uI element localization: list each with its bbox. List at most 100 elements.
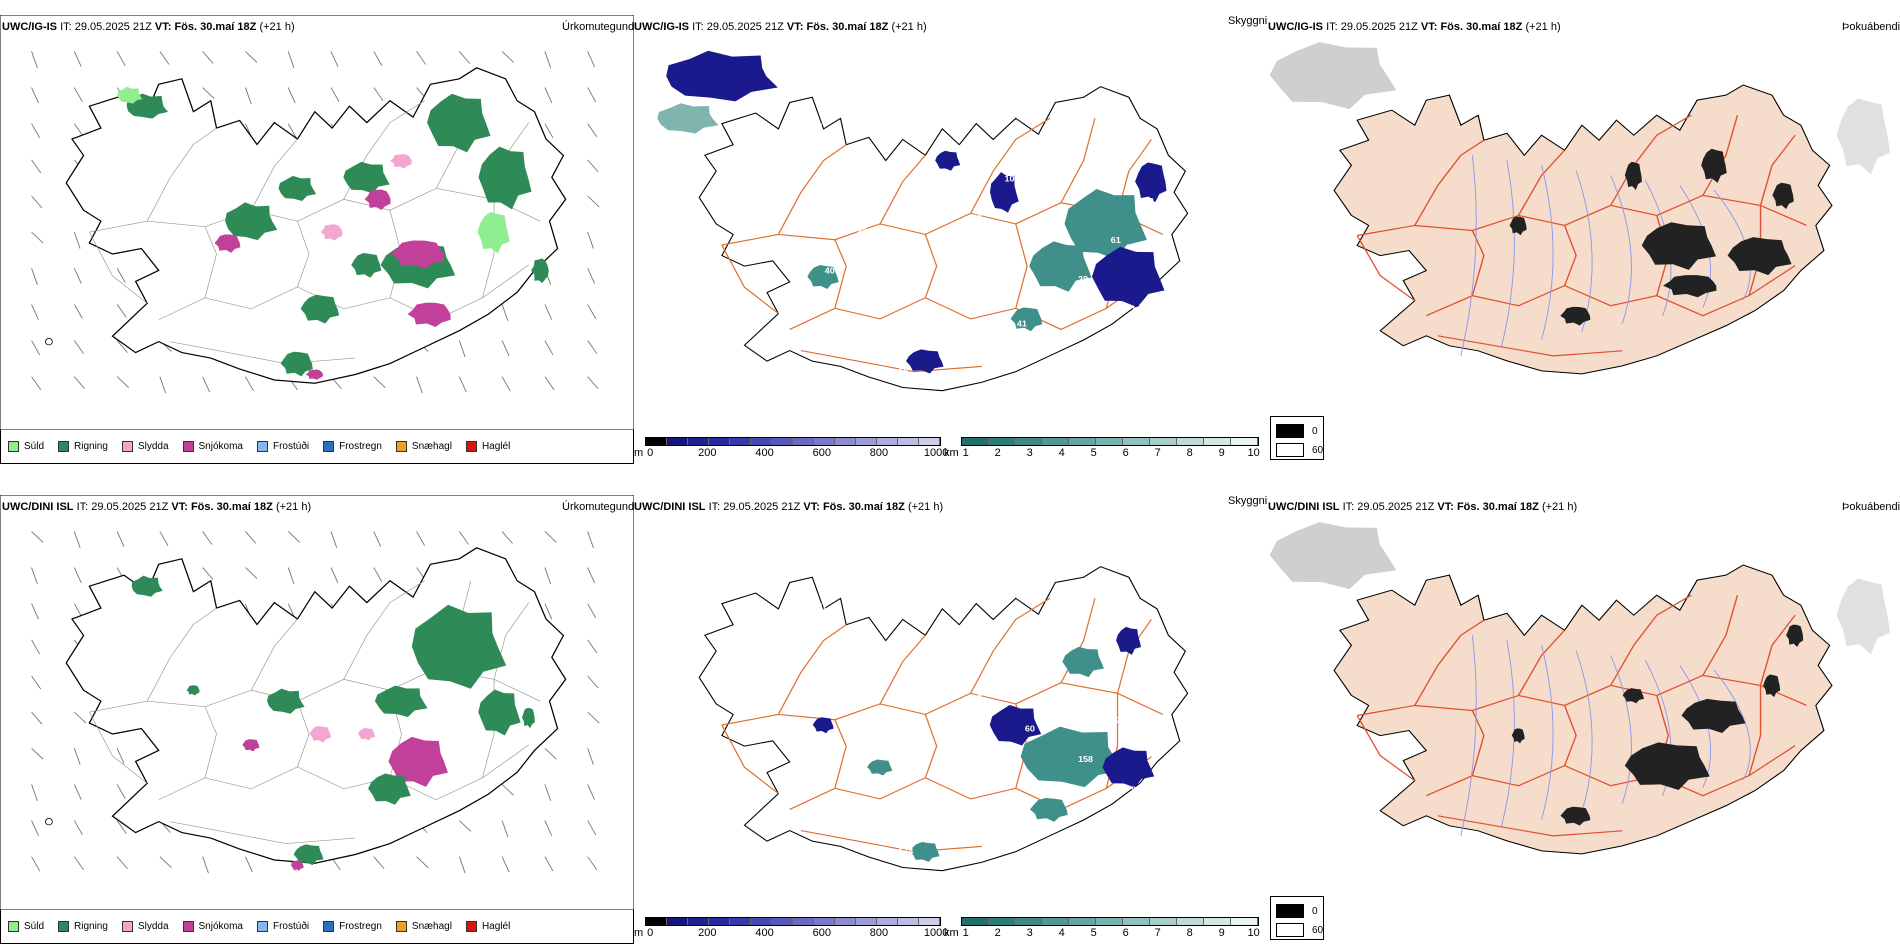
row-1: UWC/IG-IS IT: 29.05.2025 21Z VT: Fös. 30… — [0, 0, 1900, 470]
cloud-height-label: 10 — [1131, 305, 1141, 315]
cloud-height-label: 76 — [964, 288, 974, 298]
wind-barb — [116, 820, 127, 834]
wind-barb — [159, 51, 170, 65]
colorbar-tick: 800 — [869, 447, 889, 459]
precip-area — [320, 224, 343, 241]
colorbar-segment — [919, 438, 941, 445]
legend-label: Frostregn — [339, 441, 382, 452]
legend-swatch — [256, 441, 268, 452]
wind-barb — [587, 531, 594, 548]
colorbar-tick: 1000 — [923, 447, 949, 459]
fog-legend-item: 0 — [1276, 424, 1318, 438]
legend-label: Snæhagl — [411, 441, 452, 452]
precip-map-2 — [0, 495, 634, 910]
wind-barb — [544, 820, 553, 837]
colorbar-segment — [835, 918, 857, 925]
colorbar-tick: 5 — [1090, 927, 1097, 939]
road-line — [1437, 815, 1623, 837]
legend-item: Frostregn — [323, 441, 382, 452]
calm-circle — [45, 817, 53, 826]
road-line — [1517, 149, 1566, 216]
vis-area — [657, 103, 719, 134]
it-value: 29.05.2025 21Z — [1340, 21, 1418, 33]
wind-barb — [587, 711, 600, 724]
header-clouds-2: UWC/DINI ISL IT: 29.05.2025 21Z VT: Fös.… — [634, 501, 943, 514]
road-line — [1414, 619, 1485, 706]
colorbar-tick: 4 — [1058, 447, 1065, 459]
colorbar-tick: 8 — [1186, 927, 1193, 939]
road-line — [1356, 715, 1416, 782]
cloud-height-label: 150 — [1004, 654, 1019, 664]
precip-area — [293, 844, 324, 866]
colorbar-tick: 200 — [698, 927, 717, 939]
colorbar-tick: 10 — [1247, 927, 1260, 939]
legend-label: Súld — [24, 441, 45, 452]
wind-barb — [416, 376, 423, 394]
wind-barb — [31, 675, 42, 690]
vt-value: Fös. 30.maí 18Z — [190, 501, 273, 513]
wind-barb — [73, 376, 86, 390]
cloud-height-label: 40 — [825, 266, 835, 276]
colorbar-boxes — [645, 437, 942, 446]
wind-barb — [202, 531, 213, 545]
colorbar-segment — [919, 918, 941, 925]
cloud-height-label: 330 — [878, 776, 893, 786]
road-line — [789, 276, 1152, 331]
wind-barb — [587, 123, 598, 138]
it-label: IT: — [1342, 501, 1355, 513]
colorbar-segment — [1042, 438, 1070, 445]
colorbar-segment — [1069, 438, 1097, 445]
wind-barb — [544, 87, 553, 104]
precip-area — [117, 86, 143, 104]
colorbar-tick: 0 — [647, 447, 654, 459]
wind-barb — [501, 784, 514, 796]
road-line — [789, 756, 1152, 811]
colorbar-unit: m — [634, 927, 644, 939]
legend-label: Rigning — [74, 441, 108, 452]
road-line — [1610, 114, 1692, 206]
colorbar-tick: 4 — [1058, 927, 1065, 939]
colorbar-segment — [961, 438, 989, 445]
cloud-height-label: 42 — [931, 327, 941, 337]
wind-barb — [116, 51, 126, 66]
cloud-height-label: 61 — [1058, 205, 1068, 215]
wind-barb — [73, 304, 83, 319]
wind-barb — [501, 304, 509, 321]
wind-barb — [373, 51, 383, 66]
wind-barb — [31, 856, 41, 872]
wind-barb — [587, 304, 597, 319]
it-label: IT: — [692, 21, 704, 33]
lead-time: (+21 h) — [907, 501, 944, 513]
precip-area — [390, 240, 445, 269]
precip-area — [351, 253, 382, 278]
colorbar-segment — [988, 918, 1016, 925]
cloud-height-label: 16 — [845, 335, 855, 345]
fog-area — [1786, 624, 1804, 648]
colorbar-segment — [898, 438, 920, 445]
cloud-height-label: 33 — [1090, 166, 1100, 176]
cloud-height-label: 44 — [919, 662, 929, 672]
wind-barb — [31, 268, 38, 285]
fog-area — [1560, 306, 1591, 326]
colorbar-segment — [1069, 918, 1097, 925]
road-line — [1748, 685, 1762, 776]
wind-barb — [245, 567, 258, 579]
colorbar-tick: 3 — [1026, 927, 1033, 939]
legend-item: Haglél — [465, 921, 510, 932]
cloud-area — [1135, 162, 1167, 203]
wind-barb — [73, 268, 82, 284]
river-line — [1575, 650, 1593, 812]
road-line — [800, 829, 982, 853]
colorbar-segment — [898, 918, 920, 925]
legend-label: Slydda — [137, 921, 169, 932]
cloud-area — [666, 50, 778, 102]
road-line — [834, 719, 847, 789]
wind-barb — [544, 856, 554, 872]
precip-area — [368, 773, 411, 805]
fog-area — [1701, 148, 1727, 183]
vt-label: VT: — [786, 21, 804, 33]
road-line — [250, 138, 298, 211]
legend-item: Snjókoma — [182, 921, 243, 932]
road-line — [879, 634, 926, 705]
header-fog-1: UWC/IG-IS IT: 29.05.2025 21Z VT: Fös. 30… — [1268, 21, 1561, 34]
